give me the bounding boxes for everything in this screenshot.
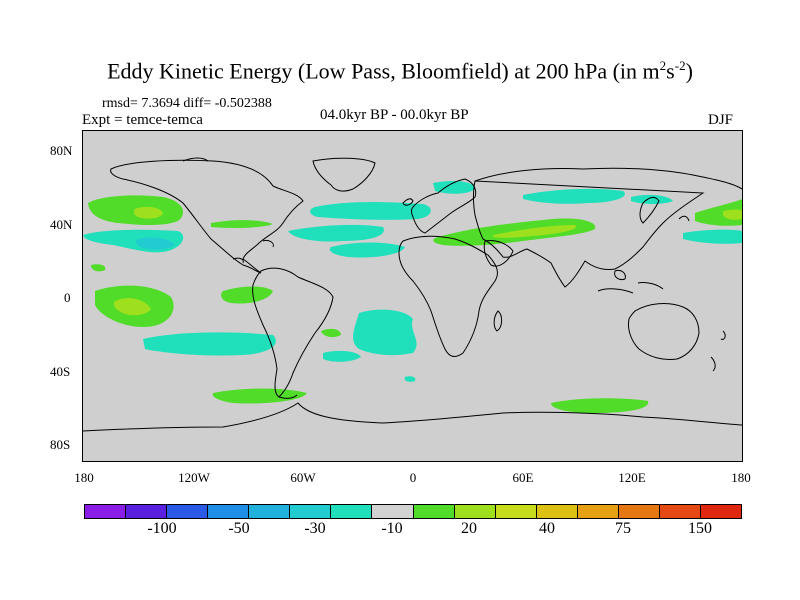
north-pacific-core (133, 206, 163, 219)
y-tick-80s: 80S (50, 437, 71, 452)
cape-horn-positive (212, 388, 307, 404)
x-tick-60e: 60E (512, 470, 534, 485)
south-pacific-negative (143, 332, 276, 356)
coastlines (83, 157, 742, 432)
north-pacific-east-negative (683, 229, 742, 244)
south-atlantic-small-negative (323, 350, 361, 362)
experiment-label: Expt = temce-temca (82, 112, 203, 128)
y-tick-0: 0 (64, 290, 71, 305)
season-label: DJF (708, 112, 734, 128)
south-pacific-core (113, 298, 151, 316)
x-tick-120w: 120W (178, 470, 210, 485)
north-pacific-negative-core (136, 237, 175, 250)
colorbar-box-14 (659, 505, 701, 518)
colorbar-label-neg50: -50 (228, 520, 250, 537)
siberia-negative (523, 188, 625, 204)
world-map (82, 130, 743, 462)
atlantic-negative-band (288, 224, 384, 242)
colorbar-label-neg30: -30 (304, 520, 326, 537)
y-tick-40n: 40N (50, 217, 73, 232)
eurasian-jet-core (493, 225, 577, 238)
colorbar-box-6 (331, 505, 373, 518)
colorbar-label-150: 150 (688, 520, 712, 537)
colorbar-box-5 (290, 505, 332, 518)
pacific-small-positive (91, 264, 106, 272)
colorbar-box-10 (495, 505, 537, 518)
colorbar-box-4 (249, 505, 291, 518)
rmsd-diff-stats: rmsd= 7.3694 diff= -0.502388 (102, 96, 272, 111)
colorbar-label-75: 75 (615, 520, 631, 537)
eurasia-north-negative (433, 181, 475, 194)
colorbar-label-20: 20 (461, 520, 477, 537)
colorbar-box-2 (167, 505, 209, 518)
colorbar-box-12 (577, 505, 619, 518)
colorbar-box-9 (454, 505, 496, 518)
north-america-positive (211, 220, 273, 228)
south-atlantic-negative (353, 309, 417, 356)
colorbar-box-13 (618, 505, 660, 518)
colorbar-box-0 (85, 505, 127, 518)
colorbar-box-15 (700, 505, 741, 518)
colorbar-box-7 (372, 505, 414, 518)
x-tick-0: 0 (409, 470, 417, 485)
southern-ocean-positive (551, 398, 649, 413)
x-tick-180e: 180 (731, 470, 751, 485)
x-tick-60w: 60W (290, 470, 316, 485)
x-tick-120e: 120E (618, 470, 646, 485)
asia-pacific-negative (631, 194, 673, 204)
colorbar-box-3 (208, 505, 250, 518)
north-pacific-east-core (723, 209, 742, 220)
southern-ocean-negative (404, 376, 416, 382)
x-tick-180w: 180 (74, 470, 94, 485)
colorbar-box-1 (126, 505, 168, 518)
colorbar-box-8 (413, 505, 455, 518)
central-atlantic-negative (329, 242, 405, 258)
y-tick-40s: 40S (50, 364, 71, 379)
colorbar (84, 504, 742, 519)
colorbar-box-11 (536, 505, 578, 518)
colorbar-label-40: 40 (539, 520, 555, 537)
north-atlantic-negative (310, 202, 431, 220)
south-america-positive (221, 286, 273, 304)
south-atlantic-positive (321, 328, 341, 338)
colorbar-label-neg100: -100 (147, 520, 177, 537)
plot-title: Eddy Kinetic Energy (Low Pass, Bloomfiel… (107, 58, 693, 84)
colorbar-label-neg10: -10 (381, 520, 403, 537)
y-tick-80n: 80N (50, 143, 73, 158)
period-label: 04.0kyr BP - 00.0kyr BP (320, 107, 469, 123)
